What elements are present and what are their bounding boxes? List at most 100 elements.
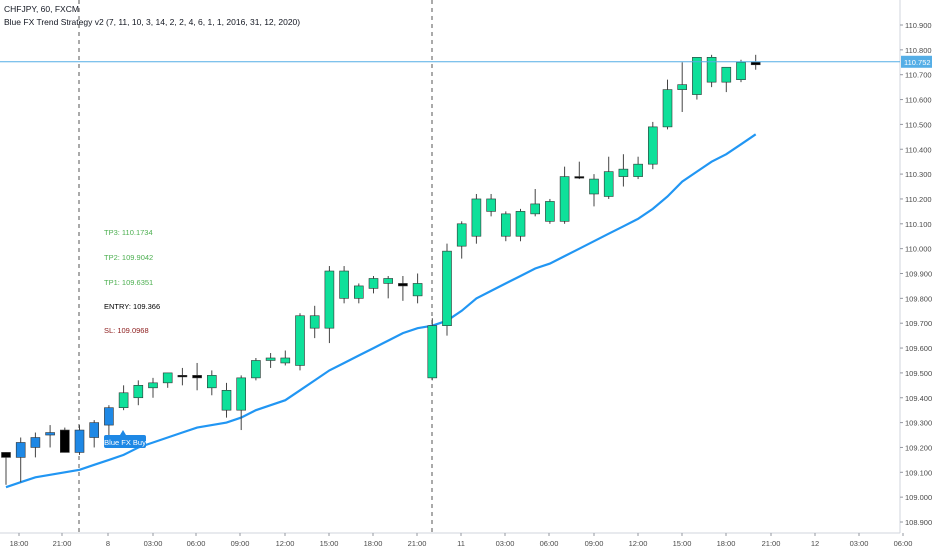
- time-tick-label: 03:00: [496, 539, 515, 548]
- price-tick-label: 108.900: [905, 518, 932, 527]
- candle-body: [118, 392, 129, 408]
- candle: [589, 174, 599, 207]
- time-tick-label: 12:00: [276, 539, 295, 548]
- candle-body: [530, 203, 541, 215]
- time-tick-label: 06:00: [894, 539, 913, 548]
- candle: [398, 275, 408, 301]
- candle-body: [104, 407, 114, 426]
- candle: [133, 380, 144, 406]
- time-tick-label: 8: [106, 539, 110, 548]
- price-tick-label: 109.400: [905, 394, 932, 403]
- candle: [236, 375, 246, 431]
- price-tick-label: 109.600: [905, 344, 932, 353]
- candle: [574, 161, 585, 180]
- candle-body: [383, 278, 394, 284]
- tp3-label: TP3: 110.1734: [104, 228, 153, 237]
- ma-line: [5, 133, 757, 489]
- candle: [603, 156, 614, 199]
- candle-body: [442, 250, 452, 326]
- candle-body: [148, 382, 158, 389]
- candle-body: [221, 389, 232, 411]
- candle-body: [574, 176, 585, 179]
- candle-body: [662, 89, 673, 128]
- candle: [221, 382, 232, 418]
- candle: [89, 420, 99, 448]
- candle: [309, 305, 320, 339]
- candle: [647, 121, 658, 170]
- price-tick-label: 110.200: [905, 195, 932, 204]
- candle: [677, 62, 688, 112]
- candle: [177, 367, 188, 386]
- candle: [207, 370, 217, 396]
- candle-body: [368, 278, 379, 289]
- tp1-label: TP1: 109.6351: [104, 278, 154, 287]
- price-tick-label: 109.500: [905, 369, 932, 378]
- price-tick-label: 109.000: [905, 493, 932, 502]
- candle: [265, 353, 276, 368]
- price-line-layer: 110.752: [0, 55, 932, 68]
- candle: [545, 198, 555, 224]
- candle: [1, 452, 11, 485]
- time-tick-label: 03:00: [144, 539, 163, 548]
- candle-body: [515, 211, 526, 237]
- candle-body: [207, 375, 217, 389]
- indicator-legend: Blue FX Trend Strategy v2 (7, 11, 10, 3,…: [4, 17, 301, 27]
- candle: [442, 243, 452, 336]
- candle: [251, 357, 261, 381]
- price-tick-label: 109.700: [905, 319, 932, 328]
- candle-body: [59, 429, 70, 453]
- candle-body: [471, 198, 482, 237]
- candle-body: [30, 437, 41, 448]
- ma-layer: [5, 133, 757, 489]
- price-axis: 108.900 109.000 109.100 109.200 109.300 109.4…: [899, 0, 932, 533]
- entry-label: ENTRY: 109.366: [104, 302, 161, 311]
- candle-body: [545, 201, 555, 222]
- price-tick-label: 110.000: [905, 245, 932, 254]
- time-tick-label: 03:00: [850, 539, 869, 548]
- candle: [486, 193, 496, 217]
- candle: [45, 425, 55, 448]
- buy-signal-box: [104, 435, 146, 448]
- candle-body: [324, 270, 335, 329]
- time-tick-label: 15:00: [673, 539, 692, 548]
- price-tick-label: 110.400: [905, 145, 932, 154]
- price-tick-label: 109.300: [905, 419, 932, 428]
- price-tick-label: 109.100: [905, 468, 932, 477]
- candle-body: [177, 375, 188, 378]
- candle: [192, 362, 202, 391]
- candle-body: [618, 168, 629, 177]
- candle: [515, 208, 526, 242]
- candle: [456, 221, 467, 259]
- price-tick-label: 110.900: [905, 21, 932, 30]
- candle-body: [295, 315, 305, 366]
- time-axis: 18:00 21:00 8 03:00 06:00 09:00 12:00 15:00 18:0…: [0, 532, 913, 548]
- time-tick-label: 12: [811, 539, 819, 548]
- candle-body: [589, 178, 599, 195]
- candle-body: [1, 452, 11, 458]
- candle-body: [559, 176, 570, 222]
- time-tick-label: 11: [457, 539, 465, 548]
- current-price-box: [901, 55, 932, 68]
- time-tick-label: 21:00: [53, 539, 72, 548]
- candle-body: [486, 198, 496, 212]
- time-tick-label: 09:00: [585, 539, 604, 548]
- candle-body: [500, 213, 511, 237]
- candle: [721, 66, 732, 93]
- candle-body: [750, 61, 761, 66]
- time-tick-label: 09:00: [231, 539, 250, 548]
- candle: [427, 318, 438, 381]
- candle: [662, 79, 673, 130]
- time-tick-label: 18:00: [364, 539, 383, 548]
- signal-layer: Blue FX Buy: [104, 430, 146, 448]
- price-tick-label: 109.900: [905, 270, 932, 279]
- candle-body: [633, 163, 643, 177]
- candle: [280, 350, 291, 366]
- candle-body: [736, 61, 746, 80]
- candles-layer: [1, 54, 761, 485]
- candle: [30, 432, 41, 458]
- candle-body: [74, 429, 85, 453]
- candle-body: [353, 285, 364, 299]
- time-tick-label: 21:00: [408, 539, 427, 548]
- price-tick-label: 109.800: [905, 294, 932, 303]
